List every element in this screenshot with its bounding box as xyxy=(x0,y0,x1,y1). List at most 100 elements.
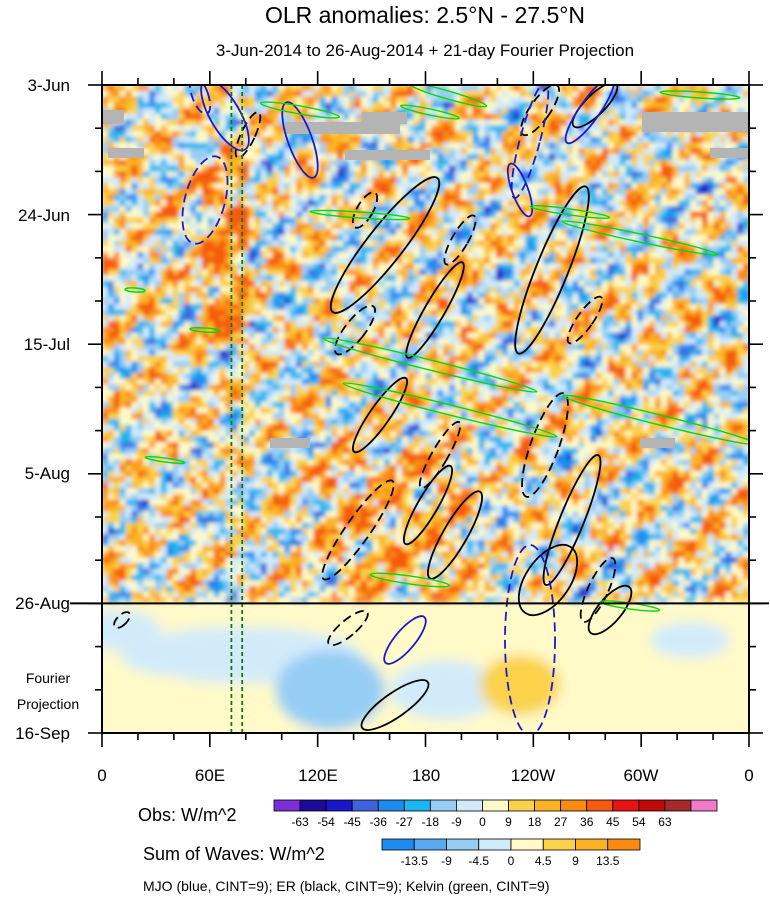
obs-cell xyxy=(354,275,362,282)
obs-cell xyxy=(507,90,515,98)
obs-cell xyxy=(225,240,233,248)
obs-cell xyxy=(637,286,644,294)
obs-cell xyxy=(507,298,515,305)
obs-cell xyxy=(296,257,303,265)
obs-cell xyxy=(137,275,144,282)
obs-cell xyxy=(143,286,150,294)
obs-cell xyxy=(443,136,450,144)
obs-cell xyxy=(454,154,462,161)
obs-cell xyxy=(454,159,462,167)
obs-cell xyxy=(366,142,374,150)
obs-cell xyxy=(137,211,144,219)
obs-cell xyxy=(707,332,715,340)
obs-cell xyxy=(696,171,703,178)
obs-cell xyxy=(731,85,739,92)
obs-cell xyxy=(207,177,215,184)
obs-cell xyxy=(549,223,556,230)
obs-cell xyxy=(419,200,427,207)
obs-cell xyxy=(631,286,639,294)
obs-cell xyxy=(572,292,580,299)
obs-cell xyxy=(296,240,303,248)
obs-cell xyxy=(219,223,227,230)
obs-cell xyxy=(478,90,486,98)
obs-cell xyxy=(537,177,544,184)
obs-cell xyxy=(543,200,550,207)
obs-cell xyxy=(307,217,315,225)
obs-cell xyxy=(696,142,703,150)
obs-cell xyxy=(278,240,286,248)
obs-cell xyxy=(519,177,527,184)
obs-cell xyxy=(478,229,486,236)
obs-cell xyxy=(278,280,286,288)
obs-cell xyxy=(625,217,633,225)
obs-cell xyxy=(260,217,268,225)
obs-cell xyxy=(513,206,521,213)
obs-cell xyxy=(413,275,421,282)
obs-cell xyxy=(525,315,533,322)
obs-cell xyxy=(325,252,333,259)
obs-cell xyxy=(266,275,274,282)
obs-cell xyxy=(549,309,556,317)
obs-cell xyxy=(607,125,615,132)
obs-cell xyxy=(431,303,439,311)
obs-cell xyxy=(219,298,227,305)
obs-cell xyxy=(649,338,656,345)
obs-cell xyxy=(154,269,162,276)
obs-cell xyxy=(160,234,168,242)
obs-cell xyxy=(407,286,415,294)
obs-cell xyxy=(325,217,333,225)
obs-cell xyxy=(402,85,409,92)
obs-cell xyxy=(684,136,691,144)
obs-cell xyxy=(425,338,433,345)
obs-cell xyxy=(596,171,603,178)
obs-cell xyxy=(190,292,197,299)
obs-cell xyxy=(719,229,727,236)
obs-cell xyxy=(649,211,656,219)
obs-cell xyxy=(331,177,339,184)
obs-cell xyxy=(643,194,650,201)
obs-cell xyxy=(660,303,668,311)
obs-cell xyxy=(149,263,156,271)
obs-cell xyxy=(625,177,633,184)
obs-cell xyxy=(102,309,109,317)
obs-cell xyxy=(602,275,609,282)
obs-cell xyxy=(554,154,562,161)
obs-cell xyxy=(237,194,244,201)
obs-cell xyxy=(272,165,280,173)
obs-cell xyxy=(390,159,397,167)
obs-cell xyxy=(331,194,339,201)
obs-cell xyxy=(378,240,386,248)
obs-cell xyxy=(249,321,256,328)
obs-cell xyxy=(531,108,539,115)
obs-cell xyxy=(407,200,415,207)
obs-cell xyxy=(578,211,586,219)
obs-cell xyxy=(590,142,597,150)
obs-cell xyxy=(196,223,203,230)
obs-cell xyxy=(660,131,668,138)
obs-cell xyxy=(213,269,221,276)
obs-cell xyxy=(507,211,515,219)
obs-cell xyxy=(202,303,209,311)
obs-cell xyxy=(425,246,433,253)
obs-cell xyxy=(284,113,291,121)
obs-cell xyxy=(331,113,339,121)
obs-cell xyxy=(413,286,421,294)
obs-cell xyxy=(302,96,309,104)
obs-cell xyxy=(143,154,150,161)
obs-cell xyxy=(302,223,309,230)
obs-cell xyxy=(302,136,309,144)
obs-cell xyxy=(490,108,497,115)
obs-cell xyxy=(431,309,439,317)
obs-cell xyxy=(725,326,733,334)
obs-cell xyxy=(502,102,509,109)
obs-cell xyxy=(154,188,162,196)
obs-cell xyxy=(560,188,568,196)
obs-cell xyxy=(707,96,715,104)
obs-cell xyxy=(349,211,356,219)
obs-cell xyxy=(584,263,591,271)
obs-cell xyxy=(143,119,150,127)
obs-cell xyxy=(178,85,186,92)
obs-cell xyxy=(425,292,433,299)
obs-cell xyxy=(490,177,497,184)
obs-cell xyxy=(454,96,462,104)
